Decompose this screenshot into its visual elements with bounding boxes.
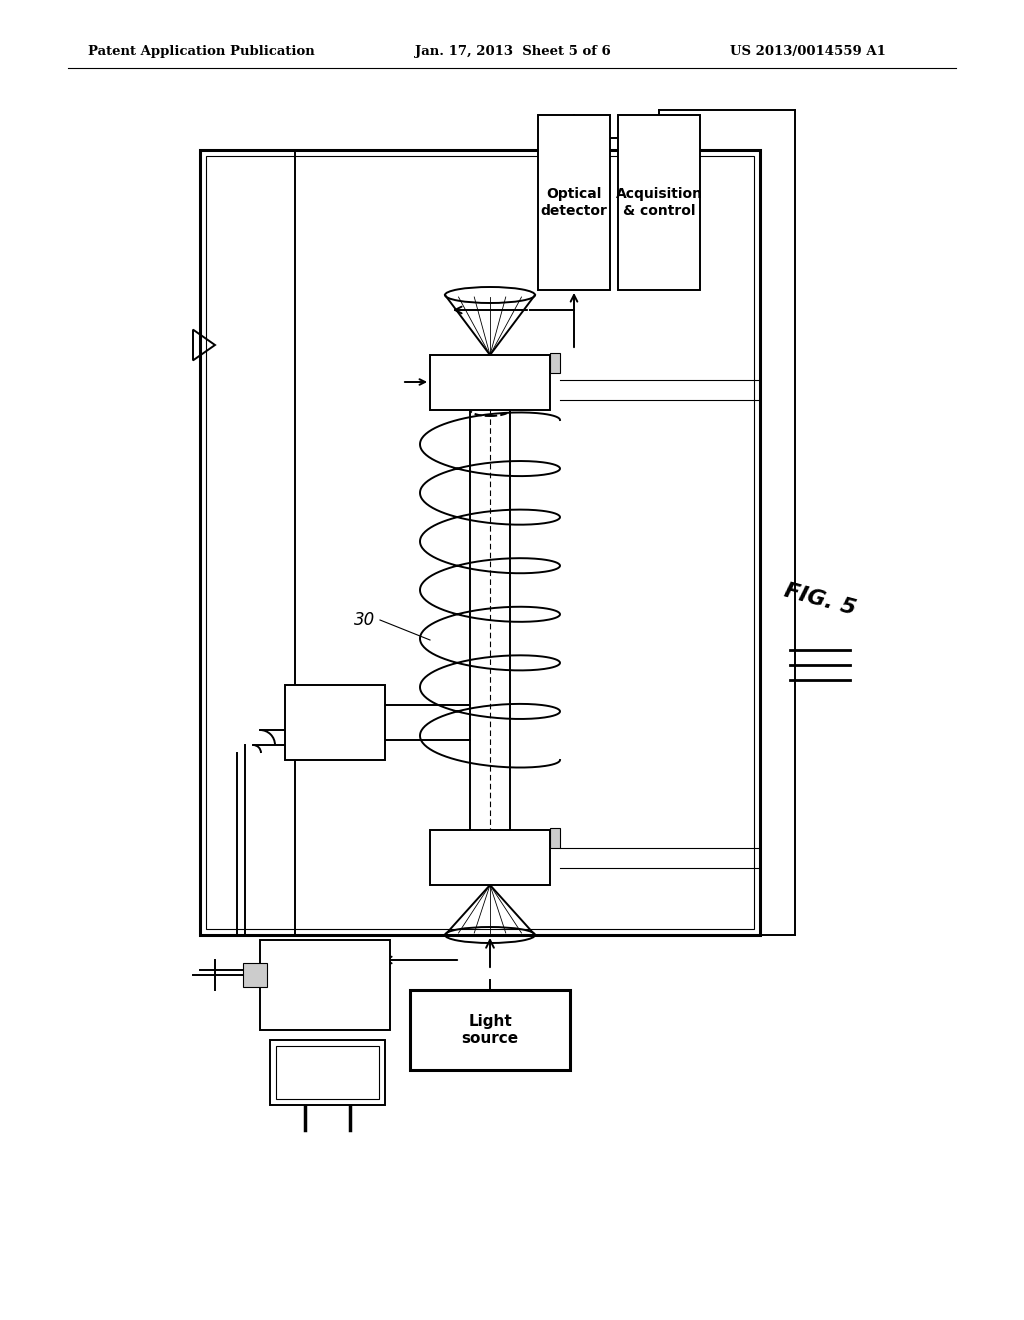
Bar xyxy=(550,828,560,847)
Bar xyxy=(538,115,610,290)
Text: Jan. 17, 2013  Sheet 5 of 6: Jan. 17, 2013 Sheet 5 of 6 xyxy=(415,45,610,58)
Text: Optical
detector: Optical detector xyxy=(541,187,607,218)
Bar xyxy=(430,355,550,411)
Bar xyxy=(243,964,267,987)
Text: Acquisition
& control: Acquisition & control xyxy=(615,187,702,218)
Bar xyxy=(550,352,560,374)
Text: 30: 30 xyxy=(353,611,375,630)
Text: Light
source: Light source xyxy=(462,1014,518,1047)
Bar xyxy=(430,830,550,884)
Bar xyxy=(276,1045,379,1100)
Text: FIG. 5: FIG. 5 xyxy=(782,581,858,619)
Bar xyxy=(206,156,754,929)
Text: US 2013/0014559 A1: US 2013/0014559 A1 xyxy=(730,45,886,58)
Text: Patent Application Publication: Patent Application Publication xyxy=(88,45,314,58)
Bar xyxy=(200,150,760,935)
Bar xyxy=(410,990,570,1071)
Bar xyxy=(618,115,700,290)
Bar xyxy=(260,940,390,1030)
Bar xyxy=(285,685,385,760)
Bar xyxy=(270,1040,385,1105)
